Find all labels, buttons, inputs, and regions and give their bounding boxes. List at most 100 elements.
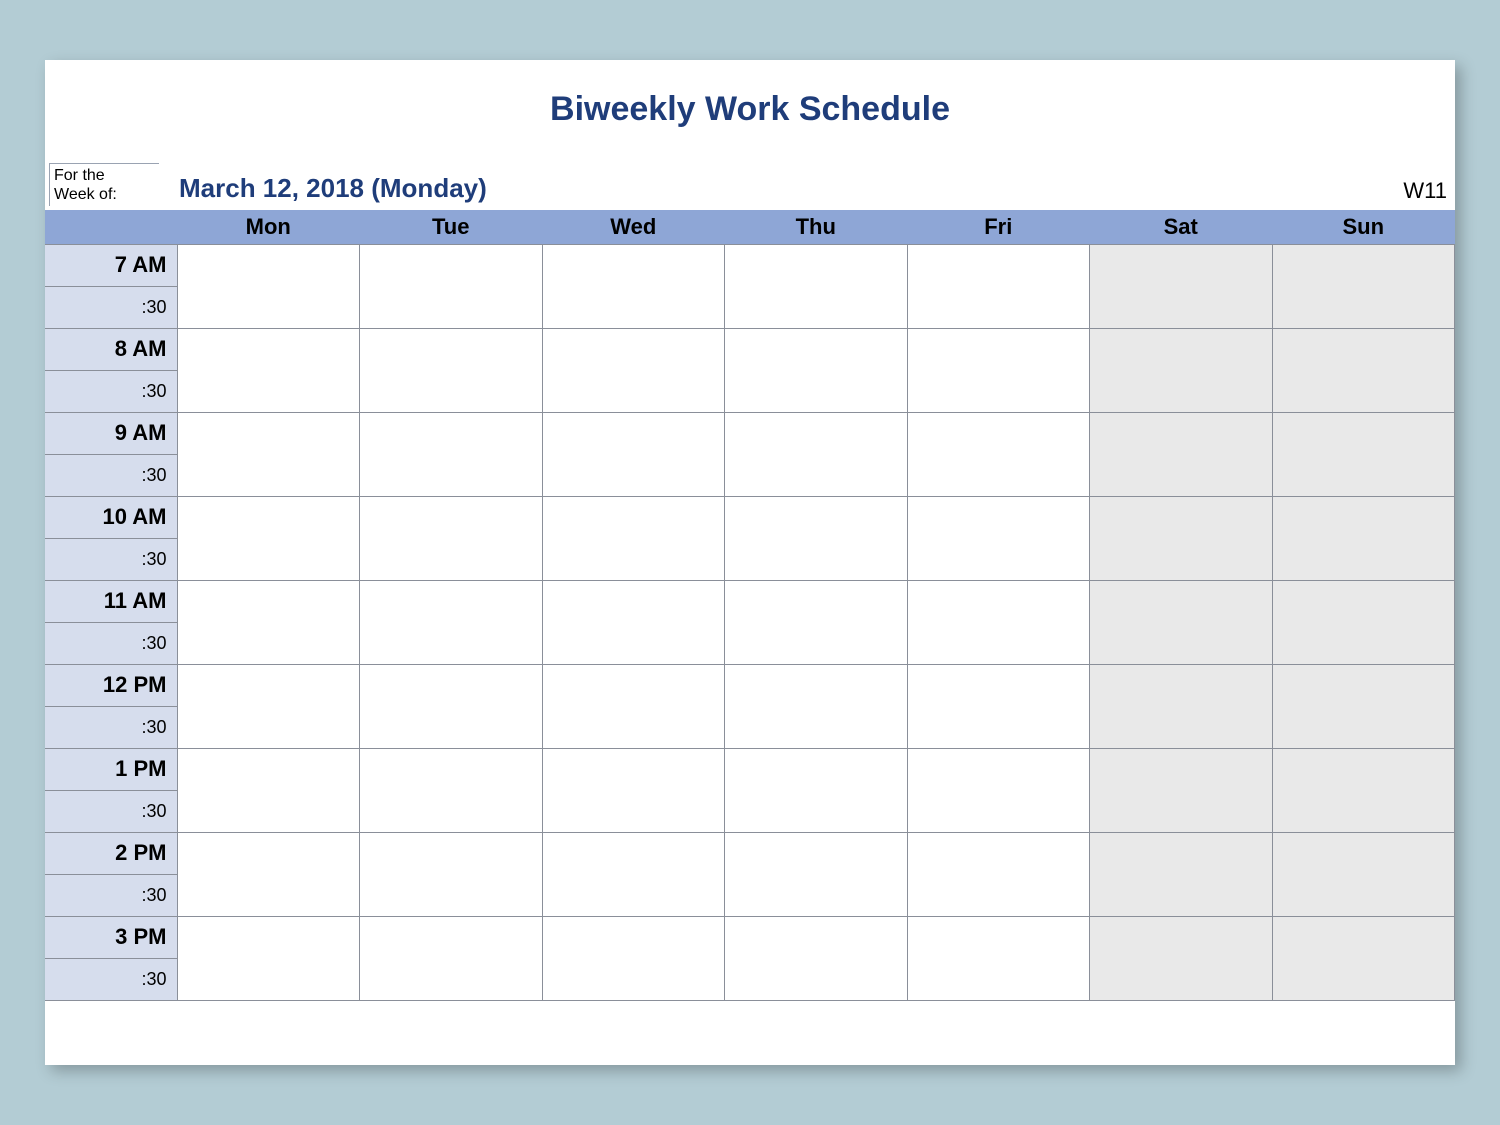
time-label-hour: 1 PM [45, 748, 177, 790]
schedule-cell[interactable] [1090, 664, 1273, 748]
time-label-hour: 2 PM [45, 832, 177, 874]
schedule-cell[interactable] [360, 664, 543, 748]
schedule-cell[interactable] [725, 664, 908, 748]
schedule-cell[interactable] [177, 496, 360, 580]
time-label-half: :30 [45, 370, 177, 412]
day-header: Sun [1272, 210, 1455, 244]
time-label-half: :30 [45, 790, 177, 832]
schedule-cell[interactable] [1272, 916, 1455, 1000]
meta-row: For the Week of: March 12, 2018 (Monday)… [45, 163, 1455, 210]
schedule-cell[interactable] [1272, 244, 1455, 328]
time-row: 11 AM [45, 580, 1455, 622]
schedule-cell[interactable] [1090, 412, 1273, 496]
time-row: 8 AM [45, 328, 1455, 370]
schedule-cell[interactable] [360, 916, 543, 1000]
schedule-cell[interactable] [360, 496, 543, 580]
schedule-cell[interactable] [177, 412, 360, 496]
day-header: Mon [177, 210, 360, 244]
schedule-cell[interactable] [907, 328, 1090, 412]
day-header: Tue [360, 210, 543, 244]
schedule-cell[interactable] [1090, 580, 1273, 664]
schedule-cell[interactable] [177, 916, 360, 1000]
schedule-cell[interactable] [725, 496, 908, 580]
week-of-date: March 12, 2018 (Monday) [159, 173, 487, 206]
time-row: 1 PM [45, 748, 1455, 790]
schedule-sheet: Biweekly Work Schedule For the Week of: … [45, 60, 1455, 1065]
schedule-cell[interactable] [1090, 748, 1273, 832]
schedule-cell[interactable] [725, 832, 908, 916]
schedule-cell[interactable] [542, 580, 725, 664]
schedule-cell[interactable] [907, 244, 1090, 328]
time-row: 12 PM [45, 664, 1455, 706]
schedule-cell[interactable] [542, 832, 725, 916]
schedule-cell[interactable] [907, 580, 1090, 664]
schedule-cell[interactable] [725, 412, 908, 496]
schedule-cell[interactable] [542, 328, 725, 412]
schedule-cell[interactable] [1272, 412, 1455, 496]
schedule-cell[interactable] [907, 412, 1090, 496]
schedule-cell[interactable] [725, 748, 908, 832]
schedule-cell[interactable] [1272, 328, 1455, 412]
schedule-cell[interactable] [1272, 496, 1455, 580]
schedule-cell[interactable] [177, 328, 360, 412]
schedule-cell[interactable] [360, 244, 543, 328]
schedule-cell[interactable] [1272, 748, 1455, 832]
schedule-cell[interactable] [177, 244, 360, 328]
schedule-cell[interactable] [1272, 580, 1455, 664]
week-of-label-line2: Week of: [54, 186, 117, 203]
schedule-cell[interactable] [360, 580, 543, 664]
schedule-cell[interactable] [542, 496, 725, 580]
schedule-cell[interactable] [1272, 832, 1455, 916]
schedule-cell[interactable] [360, 412, 543, 496]
schedule-table: Mon Tue Wed Thu Fri Sat Sun 7 AM:308 AM:… [45, 210, 1455, 1001]
time-label-half: :30 [45, 286, 177, 328]
schedule-cell[interactable] [725, 580, 908, 664]
schedule-body: 7 AM:308 AM:309 AM:3010 AM:3011 AM:3012 … [45, 244, 1455, 1000]
schedule-cell[interactable] [1090, 496, 1273, 580]
week-number: W11 [1403, 178, 1451, 206]
meta-left: For the Week of: March 12, 2018 (Monday) [49, 163, 487, 206]
schedule-cell[interactable] [907, 916, 1090, 1000]
schedule-cell[interactable] [360, 748, 543, 832]
schedule-cell[interactable] [542, 412, 725, 496]
day-header: Sat [1090, 210, 1273, 244]
time-label-half: :30 [45, 538, 177, 580]
time-row: 9 AM [45, 412, 1455, 454]
schedule-cell[interactable] [542, 664, 725, 748]
time-label-hour: 10 AM [45, 496, 177, 538]
schedule-cell[interactable] [542, 916, 725, 1000]
schedule-cell[interactable] [542, 244, 725, 328]
page-title: Biweekly Work Schedule [45, 60, 1455, 163]
day-header-row: Mon Tue Wed Thu Fri Sat Sun [45, 210, 1455, 244]
schedule-cell[interactable] [1272, 664, 1455, 748]
schedule-cell[interactable] [1090, 916, 1273, 1000]
time-label-half: :30 [45, 706, 177, 748]
schedule-cell[interactable] [907, 748, 1090, 832]
schedule-cell[interactable] [725, 328, 908, 412]
day-header: Wed [542, 210, 725, 244]
time-label-half: :30 [45, 454, 177, 496]
schedule-cell[interactable] [907, 496, 1090, 580]
time-label-hour: 3 PM [45, 916, 177, 958]
schedule-cell[interactable] [360, 328, 543, 412]
schedule-cell[interactable] [177, 832, 360, 916]
schedule-cell[interactable] [177, 748, 360, 832]
time-row: 7 AM [45, 244, 1455, 286]
time-column-header [45, 210, 177, 244]
time-label-half: :30 [45, 622, 177, 664]
schedule-cell[interactable] [177, 580, 360, 664]
time-label-hour: 7 AM [45, 244, 177, 286]
schedule-cell[interactable] [907, 832, 1090, 916]
schedule-cell[interactable] [542, 748, 725, 832]
time-label-hour: 12 PM [45, 664, 177, 706]
schedule-cell[interactable] [1090, 832, 1273, 916]
schedule-cell[interactable] [1090, 328, 1273, 412]
schedule-cell[interactable] [1090, 244, 1273, 328]
schedule-cell[interactable] [907, 664, 1090, 748]
schedule-cell[interactable] [360, 832, 543, 916]
schedule-cell[interactable] [725, 244, 908, 328]
schedule-cell[interactable] [725, 916, 908, 1000]
time-label-hour: 8 AM [45, 328, 177, 370]
time-row: 10 AM [45, 496, 1455, 538]
schedule-cell[interactable] [177, 664, 360, 748]
